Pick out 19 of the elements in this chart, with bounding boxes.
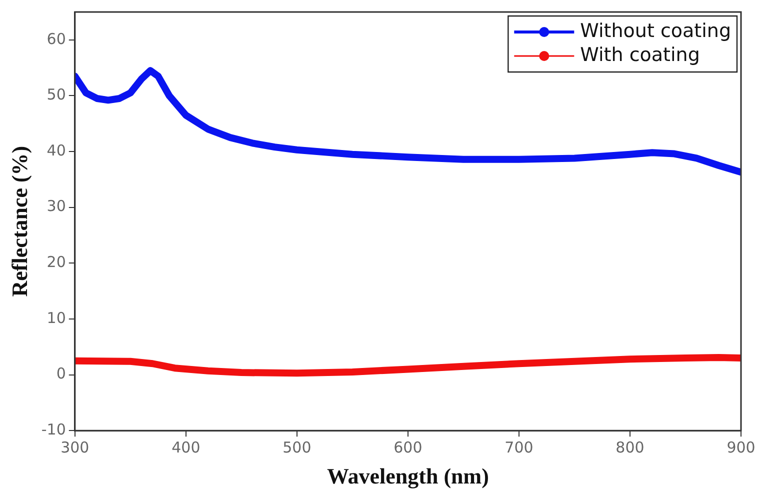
x-tick-label: 800 <box>616 438 644 456</box>
legend-label: Without coating <box>580 20 732 42</box>
y-tick-label: 60 <box>46 30 66 48</box>
x-tick-label: 600 <box>394 438 422 456</box>
y-tick-label: 40 <box>46 141 66 160</box>
x-tick-label: 400 <box>172 438 200 456</box>
legend-label: With coating <box>580 44 700 66</box>
y-tick-label: 50 <box>46 86 66 104</box>
x-tick-label: 500 <box>282 438 312 456</box>
x-tick-label: 700 <box>504 438 534 456</box>
y-axis-title: Reflectance (%) <box>6 146 32 297</box>
x-tick-label: 900 <box>726 438 756 456</box>
x-tick-label: 300 <box>60 438 90 456</box>
y-tick-label: -10 <box>41 420 66 438</box>
y-tick-label: 30 <box>46 197 66 216</box>
x-axis-title: Wavelength (nm) <box>326 463 489 488</box>
y-tick-label: 10 <box>46 308 66 327</box>
y-tick-label: 0 <box>56 364 66 383</box>
y-tick-label: 20 <box>46 253 66 272</box>
